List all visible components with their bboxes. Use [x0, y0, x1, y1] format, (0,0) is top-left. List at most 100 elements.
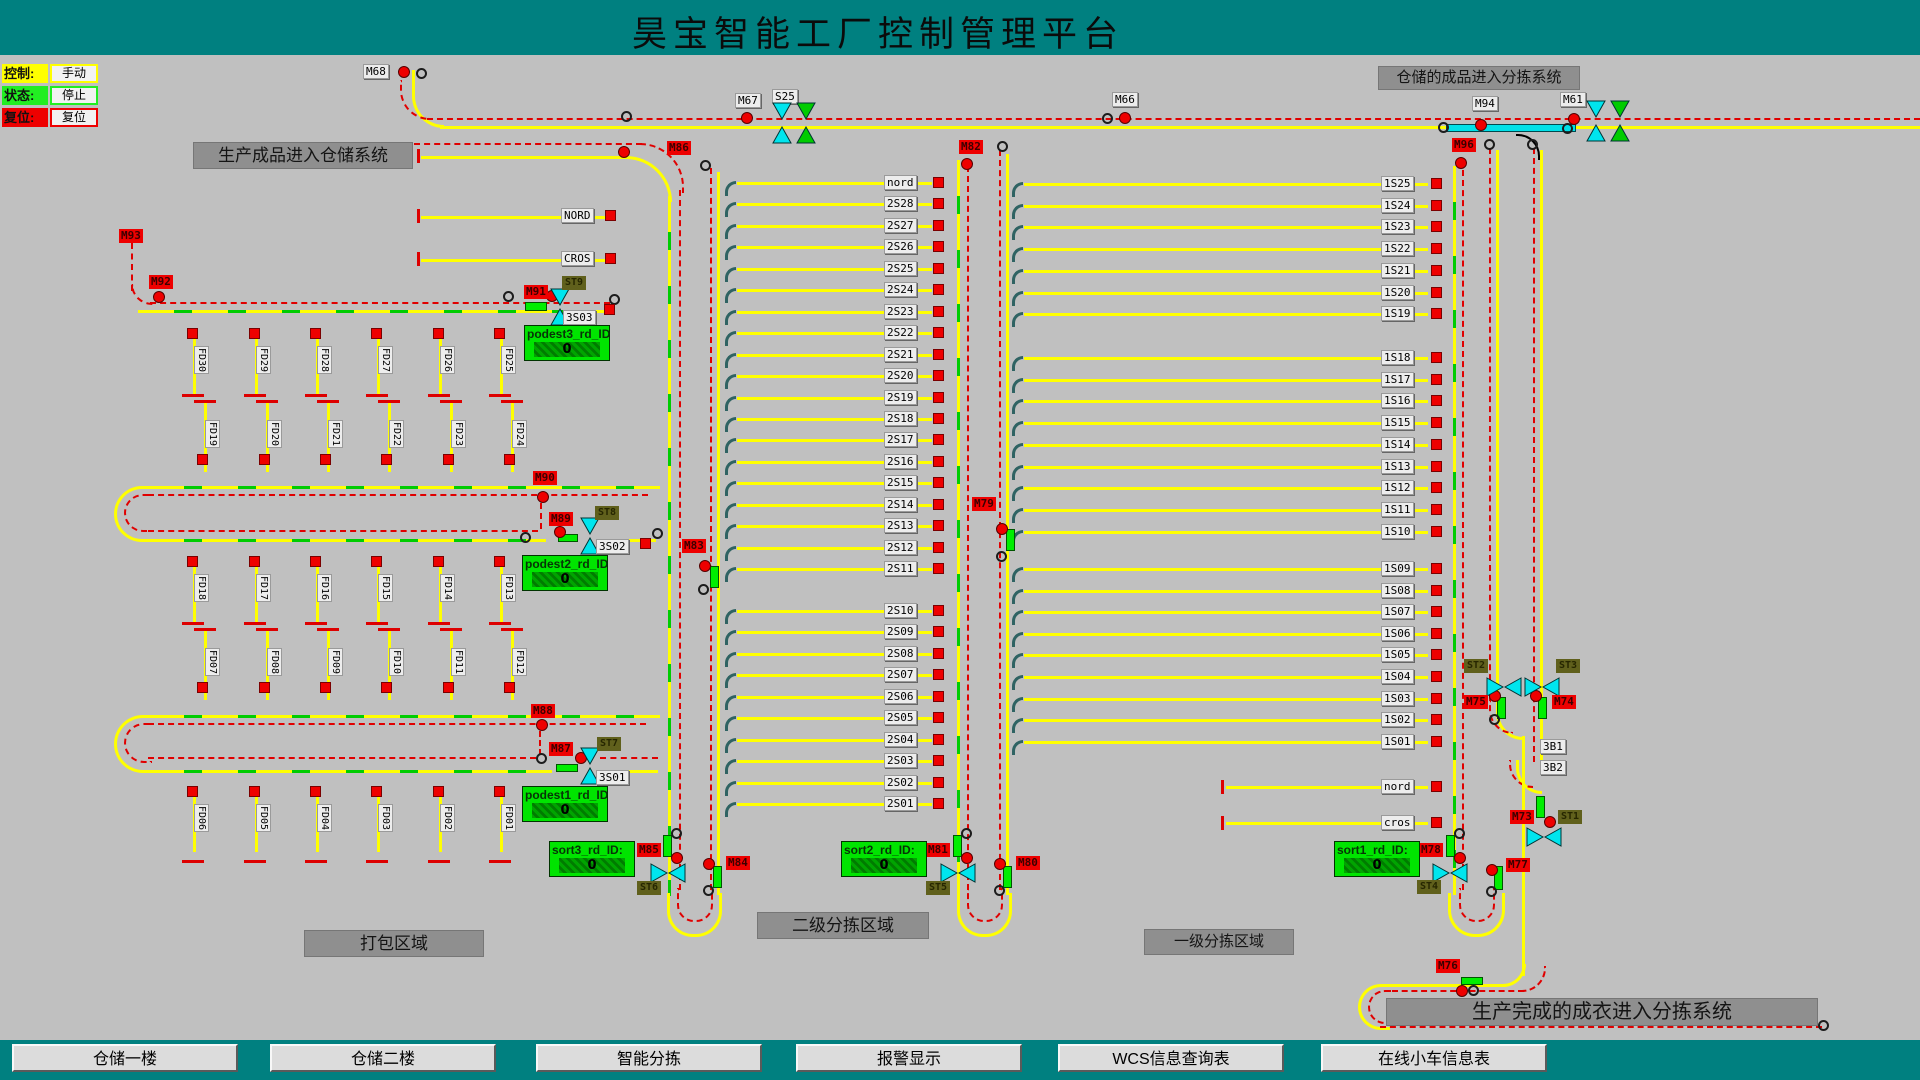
motor-indicator [1454, 852, 1466, 864]
nav-button-4[interactable]: 报警显示 [796, 1044, 1022, 1072]
station-tag-ST6: ST6 [637, 881, 662, 895]
region-label-2: 仓储的成品进入分拣系统 [1378, 66, 1580, 90]
node-circle [698, 584, 709, 595]
valve-icon[interactable] [1524, 677, 1560, 697]
diverter-icon[interactable] [796, 102, 816, 144]
sensor-square [443, 682, 454, 693]
display-title: podest1_rd_ID [525, 788, 607, 802]
diverter-icon[interactable] [772, 102, 792, 144]
nav-button-1[interactable]: 仓储一楼 [12, 1044, 238, 1072]
valve-icon[interactable] [1432, 863, 1468, 883]
lane-label-2S13: 2S13 [884, 518, 917, 533]
conveyor-line [1024, 248, 1428, 251]
marker-tag-M79: M79 [972, 497, 996, 511]
stop-tick [305, 860, 327, 863]
conveyor-line [737, 246, 932, 249]
conveyor-line [737, 268, 932, 271]
control-row-button[interactable]: 复位 [50, 108, 98, 127]
region-label-5: 一级分拣区域 [1144, 929, 1294, 955]
sensor-square [933, 413, 944, 424]
node-circle [1102, 113, 1113, 124]
conveyor-line [737, 547, 932, 550]
node-circle [994, 885, 1005, 896]
chute-hook-icon [1012, 421, 1023, 436]
nav-button-3[interactable]: 智能分拣 [536, 1044, 762, 1072]
display-title: podest3_rd_ID [527, 327, 609, 341]
conveyor-line [1453, 166, 1456, 895]
stop-tick [489, 860, 511, 863]
lane-label-2S02: 2S02 [884, 775, 917, 790]
stop-tick [489, 394, 511, 397]
chute-hook-icon [1012, 740, 1023, 755]
nav-button-5[interactable]: WCS信息查询表 [1058, 1044, 1284, 1072]
conveyor-uturn [1368, 990, 1392, 1024]
nav-button-2[interactable]: 仓储二楼 [270, 1044, 496, 1072]
lane-label-2S22: 2S22 [884, 325, 917, 340]
lane-label-1S22: 1S22 [1381, 241, 1414, 256]
conveyor-uturn [967, 888, 1003, 922]
valve-icon[interactable] [580, 517, 600, 555]
sensor-square [1431, 439, 1442, 450]
sensor-square [1431, 693, 1442, 704]
node-circle [1489, 714, 1500, 725]
nav-button-6[interactable]: 在线小车信息表 [1321, 1044, 1547, 1072]
lane-label-1S21: 1S21 [1381, 263, 1414, 278]
sensor-square [504, 682, 515, 693]
conveyor-line [1024, 611, 1428, 614]
conveyor-line [1024, 444, 1428, 447]
sensor-square [933, 542, 944, 553]
marker-tag-M81: M81 [926, 843, 950, 857]
sensor-square [933, 220, 944, 231]
valve-icon[interactable] [940, 863, 976, 883]
diverter-icon[interactable] [1610, 100, 1630, 142]
node-circle [1562, 123, 1573, 134]
lane-label-2S07: 2S07 [884, 667, 917, 682]
valve-icon[interactable] [1526, 827, 1562, 847]
sensor-square [1431, 649, 1442, 660]
motor-indicator [1455, 157, 1467, 169]
sensor-square [504, 454, 515, 465]
node-circle [1454, 828, 1465, 839]
chute-hook-icon [1012, 718, 1023, 733]
conveyor-uturn [1358, 984, 1390, 1030]
conveyor-line [1522, 736, 1525, 976]
sensor-square [1431, 606, 1442, 617]
valve-icon[interactable] [650, 863, 686, 883]
marker-tag-M74: M74 [1552, 695, 1576, 709]
chute-hook-icon [725, 673, 736, 688]
sensor-square [187, 786, 198, 797]
lane-label-FD05: FD05 [256, 804, 271, 833]
conveyor-uturn [957, 893, 1012, 937]
valve-icon[interactable] [1486, 677, 1522, 697]
display-sort2rdID: sort2_rd_ID: 0 [841, 841, 927, 877]
valve-icon[interactable] [580, 747, 600, 785]
chute-hook-icon [1012, 378, 1023, 393]
sensor-square [443, 454, 454, 465]
station-tag-ST8: ST8 [595, 506, 620, 520]
lane-label-1S13: 1S13 [1381, 459, 1414, 474]
conveyor-uturn [667, 893, 722, 937]
diverter-icon[interactable] [1586, 100, 1606, 142]
conveyor-line [737, 631, 932, 634]
lane-label-nord: nord [1381, 779, 1414, 794]
stop-tick [366, 622, 388, 625]
station-tag-ST2: ST2 [1464, 659, 1489, 673]
sensor-square [1431, 671, 1442, 682]
marker-tag-M73: M73 [1510, 810, 1534, 824]
lane-label-2S17: 2S17 [884, 432, 917, 447]
marker-tag-M90: M90 [533, 471, 557, 485]
sensor-square [933, 798, 944, 809]
marker-tag-M82: M82 [959, 140, 983, 154]
node-circle [1484, 139, 1495, 150]
sensor-square [1431, 200, 1442, 211]
control-row-button[interactable]: 停止 [50, 86, 98, 105]
marker-tag-M84: M84 [726, 856, 750, 870]
chute-hook-icon [725, 202, 736, 217]
control-row-button[interactable]: 手动 [50, 64, 98, 83]
conveyor-segment [1006, 529, 1015, 551]
sensor-square [1431, 628, 1442, 639]
title-bar: 昊宝智能工厂控制管理平台 [0, 0, 1920, 55]
motor-indicator [741, 112, 753, 124]
sensor-square [310, 556, 321, 567]
conveyor-segment [953, 835, 962, 857]
